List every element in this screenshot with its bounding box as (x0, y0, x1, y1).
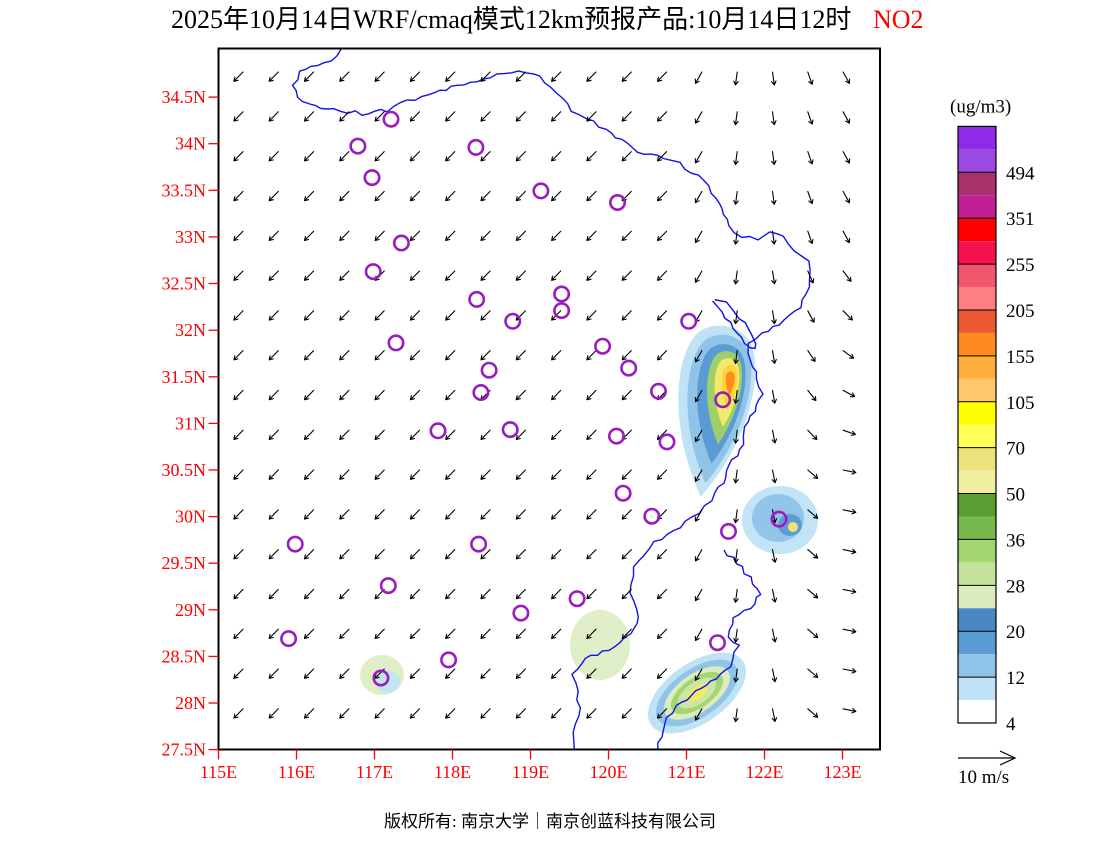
svg-text:117E: 117E (356, 762, 393, 782)
svg-text:155: 155 (1006, 347, 1035, 368)
svg-text:31N: 31N (175, 413, 206, 433)
svg-text:30N: 30N (175, 507, 206, 527)
svg-text:30.5N: 30.5N (162, 460, 207, 480)
svg-text:118E: 118E (434, 762, 471, 782)
svg-text:28.5N: 28.5N (162, 646, 207, 666)
svg-text:105: 105 (1006, 393, 1035, 414)
svg-text:31.5N: 31.5N (162, 367, 207, 387)
svg-text:34.5N: 34.5N (162, 87, 207, 107)
svg-text:122E: 122E (746, 762, 784, 782)
svg-text:34N: 34N (175, 134, 206, 154)
svg-text:123E: 123E (824, 762, 862, 782)
svg-text:116E: 116E (278, 762, 315, 782)
svg-text:120E: 120E (590, 762, 628, 782)
svg-text:28: 28 (1006, 576, 1025, 597)
svg-text:351: 351 (1006, 209, 1035, 230)
svg-text:29N: 29N (175, 600, 206, 620)
svg-text:119E: 119E (512, 762, 549, 782)
svg-text:28N: 28N (175, 693, 206, 713)
svg-text:10 m/s: 10 m/s (958, 767, 1009, 788)
svg-text:版权所有: 南京大学｜南京创蓝科技有限公司: 版权所有: 南京大学｜南京创蓝科技有限公司 (384, 812, 716, 831)
svg-text:27.5N: 27.5N (162, 740, 207, 760)
svg-text:32N: 32N (175, 320, 206, 340)
svg-text:50: 50 (1006, 485, 1025, 506)
svg-text:32.5N: 32.5N (162, 274, 207, 294)
svg-text:(ug/m3): (ug/m3) (950, 96, 1011, 117)
svg-text:115E: 115E (200, 762, 237, 782)
svg-text:494: 494 (1006, 163, 1035, 184)
svg-text:36: 36 (1006, 530, 1025, 551)
svg-text:4: 4 (1006, 714, 1016, 735)
svg-text:205: 205 (1006, 301, 1035, 322)
svg-text:NO2: NO2 (873, 5, 924, 34)
svg-text:29.5N: 29.5N (162, 553, 207, 573)
svg-text:121E: 121E (668, 762, 706, 782)
svg-text:12: 12 (1006, 668, 1025, 689)
svg-text:33N: 33N (175, 227, 206, 247)
svg-text:70: 70 (1006, 439, 1025, 460)
svg-text:20: 20 (1006, 622, 1025, 643)
svg-text:2025年10月14日WRF/cmaq模式12km预报产品:: 2025年10月14日WRF/cmaq模式12km预报产品:10月14日12时 (171, 5, 851, 34)
svg-text:33.5N: 33.5N (162, 180, 207, 200)
svg-text:255: 255 (1006, 255, 1035, 276)
